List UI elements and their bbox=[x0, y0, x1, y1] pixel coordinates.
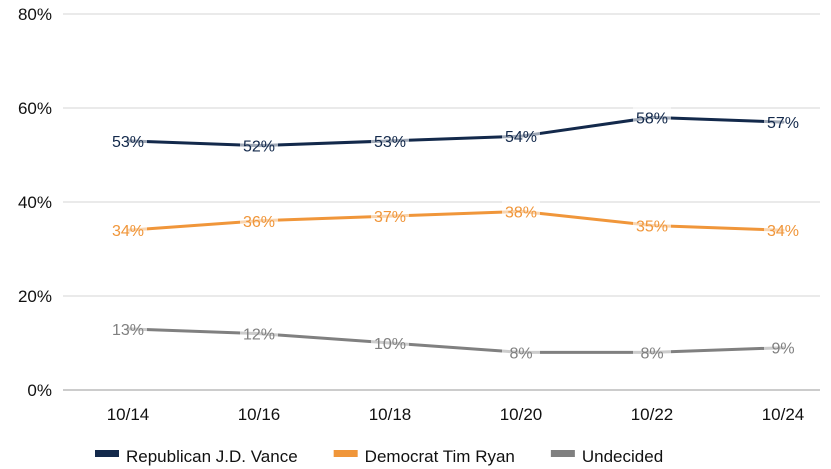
series-line bbox=[126, 115, 785, 148]
data-label: 13% bbox=[112, 322, 144, 339]
legend-label: Undecided bbox=[582, 447, 663, 466]
y-tick-label: 80% bbox=[18, 5, 52, 24]
data-label: 34% bbox=[112, 223, 144, 240]
data-label: 37% bbox=[374, 209, 406, 226]
series-lines bbox=[126, 115, 785, 354]
y-tick-label: 60% bbox=[18, 99, 52, 118]
y-axis-ticks: 0% 20% 40% 60% 80% bbox=[18, 5, 52, 400]
data-label: 35% bbox=[636, 219, 668, 236]
data-label-background bbox=[240, 323, 278, 344]
data-label-background bbox=[502, 201, 540, 222]
y-tick-label: 40% bbox=[18, 193, 52, 212]
x-axis-ticks: 10/14 10/16 10/18 10/20 10/22 10/24 bbox=[107, 405, 805, 424]
x-tick-label: 10/16 bbox=[238, 405, 281, 424]
data-label-background bbox=[371, 206, 409, 227]
data-label-background bbox=[371, 130, 409, 151]
data-label: 52% bbox=[243, 139, 275, 156]
data-label-background bbox=[109, 130, 147, 151]
x-tick-label: 10/14 bbox=[107, 405, 150, 424]
data-label: 9% bbox=[771, 341, 794, 358]
x-tick-label: 10/24 bbox=[762, 405, 805, 424]
data-label-background bbox=[502, 126, 540, 147]
series-line bbox=[126, 327, 785, 354]
legend-label: Democrat Tim Ryan bbox=[365, 447, 515, 466]
legend: Republican J.D. Vance Democrat Tim Ryan Un… bbox=[95, 447, 663, 466]
data-label-background bbox=[502, 342, 540, 363]
x-tick-label: 10/22 bbox=[631, 405, 674, 424]
data-label: 38% bbox=[505, 204, 537, 221]
data-label: 8% bbox=[509, 345, 532, 362]
data-label: 12% bbox=[243, 327, 275, 344]
legend-swatch bbox=[333, 450, 358, 457]
gridlines bbox=[63, 13, 820, 391]
legend-label: Republican J.D. Vance bbox=[126, 447, 298, 466]
data-label-background bbox=[371, 333, 409, 353]
legend-swatch bbox=[550, 450, 575, 457]
data-labels: 53% 52% 53% 54% 58% 57% 34% 36% 37% 38% 35% 34% 13% 1… bbox=[109, 107, 802, 363]
data-label: 8% bbox=[640, 345, 663, 362]
data-label-background bbox=[764, 337, 802, 358]
data-label-background bbox=[764, 220, 802, 241]
data-label: 34% bbox=[767, 223, 799, 240]
x-tick-label: 10/20 bbox=[500, 405, 543, 424]
data-label: 54% bbox=[505, 129, 537, 146]
data-label: 10% bbox=[374, 336, 406, 353]
x-tick-label: 10/18 bbox=[369, 405, 412, 424]
data-label-background bbox=[240, 210, 278, 231]
data-label: 53% bbox=[112, 134, 144, 151]
series-line bbox=[126, 209, 785, 232]
data-label: 57% bbox=[767, 115, 799, 132]
data-label-background bbox=[633, 215, 671, 236]
data-label: 58% bbox=[636, 110, 668, 127]
data-label-background bbox=[109, 220, 147, 241]
data-label-background bbox=[633, 342, 671, 363]
legend-swatch bbox=[95, 450, 119, 457]
data-label-background bbox=[764, 112, 802, 133]
data-label-background bbox=[240, 135, 278, 156]
data-label: 36% bbox=[243, 214, 275, 231]
y-tick-label: 20% bbox=[18, 287, 52, 306]
y-tick-label: 0% bbox=[27, 381, 52, 400]
data-label-background bbox=[109, 318, 147, 339]
data-label: 53% bbox=[374, 134, 406, 151]
data-label-background bbox=[633, 107, 671, 128]
